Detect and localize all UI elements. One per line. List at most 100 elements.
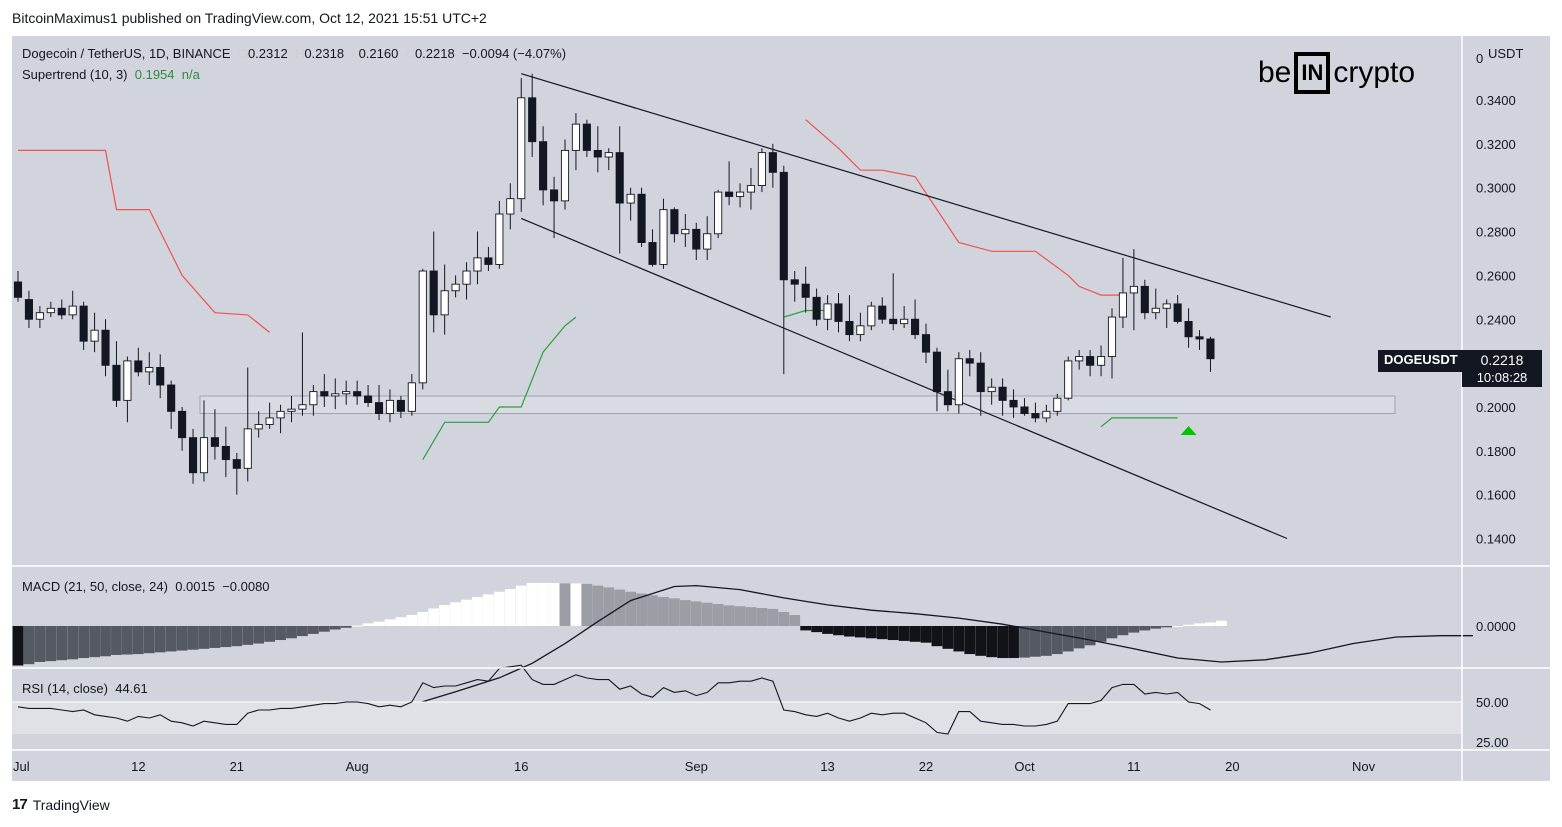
price-tick-9: 0.1600 xyxy=(1476,488,1516,503)
rsi-band xyxy=(12,702,1462,734)
macd-bar-103 xyxy=(1139,626,1151,631)
rsi-label: RSI (14, close) xyxy=(22,681,108,696)
high-value: 0.2318 xyxy=(304,46,345,61)
macd-bar-74 xyxy=(822,626,833,634)
macd-bar-26 xyxy=(297,626,308,637)
candle-body-91 xyxy=(1009,399,1018,408)
candle-body-30 xyxy=(342,391,351,395)
macd-bar-97 xyxy=(1073,626,1085,649)
candle-body-42 xyxy=(473,257,482,272)
macd-bar-67 xyxy=(745,607,757,626)
macd-bar-11 xyxy=(132,626,144,655)
candle-body-78 xyxy=(867,305,876,327)
price-tick-8: 0.1800 xyxy=(1476,444,1516,459)
candle-body-63 xyxy=(703,233,712,250)
candle-body-38 xyxy=(429,270,438,316)
time-tick-8: Oct xyxy=(1014,759,1035,774)
macd-bar-30 xyxy=(340,626,352,628)
macd-bar-71 xyxy=(789,615,801,626)
candle-body-71 xyxy=(790,279,799,285)
axes: 0.3400 0.3200 0.3000 0.2800 0.2600 0.2400 0.22… xyxy=(12,36,1550,781)
macd-bar-52 xyxy=(581,583,593,626)
candle-body-77 xyxy=(856,325,865,336)
supertrend-buy-arrow-icon xyxy=(1180,426,1197,435)
channel-upper-line xyxy=(521,73,1331,318)
macd-bar-94 xyxy=(1040,626,1052,656)
macd-bar-66 xyxy=(734,606,746,626)
macd-bar-85 xyxy=(942,626,954,649)
macd-line xyxy=(346,584,1473,708)
candle-body-67 xyxy=(746,185,756,193)
macd-bar-84 xyxy=(931,626,943,647)
candle-body-103 xyxy=(1140,285,1149,314)
price-tick-1: 0.3200 xyxy=(1476,137,1516,152)
brand-box: IN xyxy=(1294,52,1331,94)
macd-bar-9 xyxy=(111,626,122,655)
macd-bar-62 xyxy=(690,601,702,626)
candle-body-90 xyxy=(998,386,1007,401)
macd-bar-53 xyxy=(592,585,604,626)
macd-bar-81 xyxy=(898,626,910,641)
macd-bar-96 xyxy=(1062,626,1074,652)
macd-bar-88 xyxy=(975,626,987,656)
candle-body-11 xyxy=(134,360,143,373)
macd-bar-75 xyxy=(833,626,844,636)
candle-body-107 xyxy=(1184,320,1193,338)
price-tag-symbol: DOGEUSDT xyxy=(1378,350,1464,372)
candle-body-10 xyxy=(123,360,132,401)
macd-bar-106 xyxy=(1172,626,1184,627)
candle-body-81 xyxy=(900,318,909,325)
macd-bar-1 xyxy=(23,626,35,665)
candle-body-109 xyxy=(1206,338,1215,360)
supertrend-up-line-0 xyxy=(422,316,577,460)
candle-body-99 xyxy=(1097,356,1106,366)
macd-bar-93 xyxy=(1030,626,1041,657)
macd-bar-41 xyxy=(461,599,472,626)
candle-body-79 xyxy=(878,305,887,320)
macd-bar-22 xyxy=(253,626,265,644)
macd-bar-49 xyxy=(548,583,560,626)
macd-bar-4 xyxy=(56,626,68,661)
candle-body-27 xyxy=(309,391,318,406)
candle-body-86 xyxy=(954,358,963,406)
supertrend-down-line-0 xyxy=(18,149,270,333)
candle-body-76 xyxy=(845,320,854,336)
candle-body-14 xyxy=(167,384,176,412)
macd-bar-36 xyxy=(406,615,418,626)
candle-body-55 xyxy=(615,152,624,204)
candle-body-47 xyxy=(528,97,537,143)
time-tick-9: 11 xyxy=(1127,759,1141,774)
candle-body-87 xyxy=(965,358,974,364)
macd-bar-56 xyxy=(625,591,637,626)
candle-body-60 xyxy=(670,209,679,235)
rsi-legend: RSI (14, close) 44.61 xyxy=(22,681,148,696)
support-zone xyxy=(199,395,1396,415)
macd-bar-108 xyxy=(1194,623,1205,626)
candle-body-3 xyxy=(46,307,55,314)
candle-body-19 xyxy=(221,445,230,461)
macd-label: MACD (21, 50, close, 24) xyxy=(22,579,168,594)
supertrend-extra: n/a xyxy=(181,67,200,82)
price-tick-7: 0.2000 xyxy=(1476,400,1516,415)
candle-body-39 xyxy=(440,290,449,316)
macd-bar-50 xyxy=(559,583,571,626)
macd-bar-87 xyxy=(964,626,976,655)
macd-bar-61 xyxy=(679,600,691,626)
macd-bar-101 xyxy=(1117,626,1129,636)
macd-bar-39 xyxy=(439,604,451,626)
macd-bar-38 xyxy=(428,608,440,626)
macd-bar-46 xyxy=(515,585,527,626)
candle-body-49 xyxy=(550,189,559,202)
candle-body-74 xyxy=(823,303,832,320)
footer[interactable]: 17 TradingView xyxy=(12,796,110,813)
tradingview-logo-icon: 17 xyxy=(12,796,28,813)
macd-bar-100 xyxy=(1106,626,1118,639)
macd-bar-110 xyxy=(1216,620,1227,626)
candle-body-17 xyxy=(199,437,209,474)
macd-bar-69 xyxy=(767,608,779,626)
symbol-title: Dogecoin / TetherUS, 1D, BINANCE xyxy=(22,46,231,61)
candle-body-15 xyxy=(178,410,187,439)
last-price-tag: DOGEUSDT 0.2218 10:08:28 xyxy=(1378,350,1544,387)
candle-body-6 xyxy=(79,305,88,342)
